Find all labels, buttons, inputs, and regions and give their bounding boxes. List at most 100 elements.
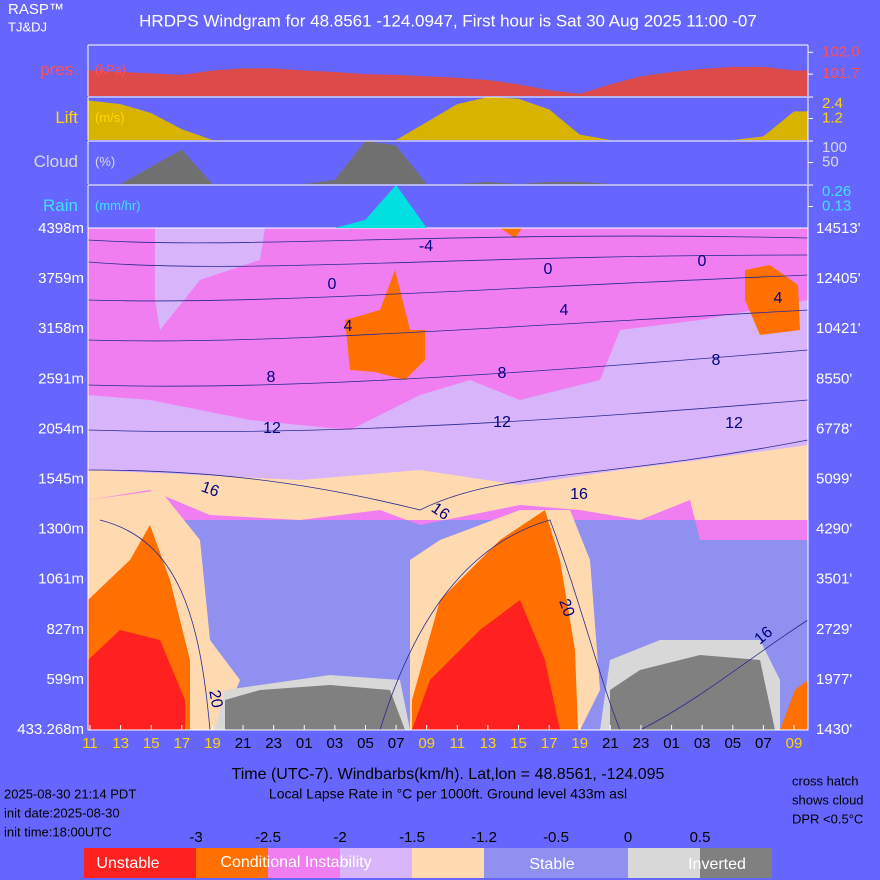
x-tick-label: 05 — [357, 735, 374, 752]
contour-label: 4 — [560, 302, 569, 319]
init-time: init time:18:00UTC — [4, 824, 112, 839]
contour — [88, 254, 808, 267]
legend-tick-label: -1.2 — [471, 829, 497, 846]
x-tick-label: 23 — [265, 735, 282, 752]
legend-tick-label: 0.5 — [690, 829, 711, 846]
contour-label: 0 — [544, 261, 553, 278]
field-orange — [745, 265, 800, 335]
legend-swatch — [268, 848, 340, 878]
y-tick-label-right: 1430' — [816, 721, 852, 738]
x-tick-label: 05 — [724, 735, 741, 752]
x-tick-label: 01 — [296, 735, 313, 752]
legend-label: Conditional Instability — [220, 854, 371, 871]
lapse-rate-field — [88, 228, 808, 730]
y-tick-label-right: 6778' — [816, 420, 852, 437]
field-orange — [500, 228, 522, 238]
contour-label: 12 — [725, 415, 743, 432]
legend-swatch — [556, 848, 628, 878]
field-red — [88, 630, 185, 730]
field-lavender — [155, 228, 265, 330]
area — [88, 141, 808, 184]
contour-label: 0 — [698, 253, 707, 270]
y-tick-label: 4398m — [38, 220, 84, 237]
contour — [99, 519, 621, 730]
note: DPR <0.5°C — [792, 811, 863, 826]
legend-swatch — [340, 848, 412, 878]
legend-swatch — [700, 848, 772, 878]
contour-label: 16 — [570, 486, 588, 503]
y-tick-label-right: 12405' — [816, 270, 861, 287]
note: cross hatch — [792, 773, 858, 788]
x-tick-label: 03 — [327, 735, 344, 752]
x-tick-label: 19 — [571, 735, 588, 752]
contour — [88, 439, 808, 511]
legend-tick-label: -3 — [189, 829, 202, 846]
y-tick-label-right: 5099' — [816, 470, 852, 487]
y-tick-label-right: 4290' — [816, 521, 852, 538]
field-peach — [88, 445, 808, 520]
unit-label: (%) — [95, 154, 115, 169]
legend-tick-label: -1.5 — [399, 829, 425, 846]
y-tick-label-right: 2729' — [816, 621, 852, 638]
field-orange — [780, 680, 808, 730]
y-tick-label: 1061m — [38, 571, 84, 588]
legend-swatch — [196, 848, 268, 878]
legend-swatch — [484, 848, 556, 878]
contour-label: 0 — [328, 276, 337, 293]
legend: -3 -2.5 -2 -1.5 -1.2 -0.5 0 0.5 — [84, 829, 772, 878]
unit-label: (m/s) — [95, 110, 125, 125]
field-lavender — [88, 300, 808, 500]
legend-label: Stable — [529, 856, 574, 873]
x-tick-label: 19 — [204, 735, 221, 752]
x-tick-label: 13 — [112, 735, 129, 752]
legend-tick-label: -0.5 — [543, 829, 569, 846]
authors: TJ&DJ — [8, 19, 47, 34]
x-tick-label: 17 — [541, 735, 558, 752]
y-tick-label: 3158m — [38, 320, 84, 337]
y-tick-label: 1.2 — [822, 109, 843, 126]
contour — [88, 399, 808, 433]
panel-label: pres. — [40, 60, 78, 79]
contour-label: 4 — [774, 290, 783, 307]
y-tick-label: 101.7 — [822, 65, 860, 82]
field-red — [412, 600, 560, 730]
legend-label: Inverted — [688, 856, 746, 873]
contour — [88, 309, 808, 342]
x-tick-label: 15 — [143, 735, 160, 752]
contour-label: 16 — [199, 479, 222, 501]
plot-frame — [87, 227, 809, 731]
field-gray — [610, 655, 775, 730]
contour-label: 8 — [498, 365, 507, 382]
legend-tick-label: -2.5 — [255, 829, 281, 846]
x-tick-label: 01 — [663, 735, 680, 752]
x-tick-label: 11 — [450, 735, 466, 752]
x-tick-label: 21 — [235, 735, 252, 752]
x-tick-label: 21 — [602, 735, 619, 752]
legend-swatch — [628, 848, 700, 878]
y-tick-label: 100 — [822, 139, 847, 156]
contour-label: 12 — [493, 414, 511, 431]
y-tick-label: 50 — [822, 153, 839, 170]
contour-label: 12 — [263, 420, 281, 437]
legend-swatch — [84, 848, 196, 878]
x-axis-label: Time (UTC-7). Windbarbs(km/h). Lat,lon =… — [232, 766, 665, 783]
y-tick-label: 0.13 — [822, 197, 851, 214]
y-tick-label: 827m — [46, 621, 84, 638]
contour-label: 4 — [344, 318, 353, 335]
brand: RASP™ — [8, 1, 64, 18]
y-tick-label-right: 3501' — [816, 571, 852, 588]
x-tick-label: 09 — [418, 735, 435, 752]
legend-tick-label: 0 — [624, 829, 632, 846]
x-tick-label: 15 — [510, 735, 527, 752]
legend-swatch — [412, 848, 484, 878]
x-tick-label: 11 — [82, 735, 98, 752]
chart-title: HRDPS Windgram for 48.8561 -124.0947, Fi… — [139, 11, 757, 30]
y-tick-label: 599m — [46, 671, 84, 688]
x-tick-label: 23 — [633, 735, 650, 752]
x-tick-label: 07 — [388, 735, 405, 752]
legend-tick-label: -2 — [333, 829, 346, 846]
unit-label: (mm/hr) — [95, 198, 141, 213]
init-date: init date:2025-08-30 — [4, 805, 120, 820]
legend-label: Unstable — [96, 855, 159, 872]
